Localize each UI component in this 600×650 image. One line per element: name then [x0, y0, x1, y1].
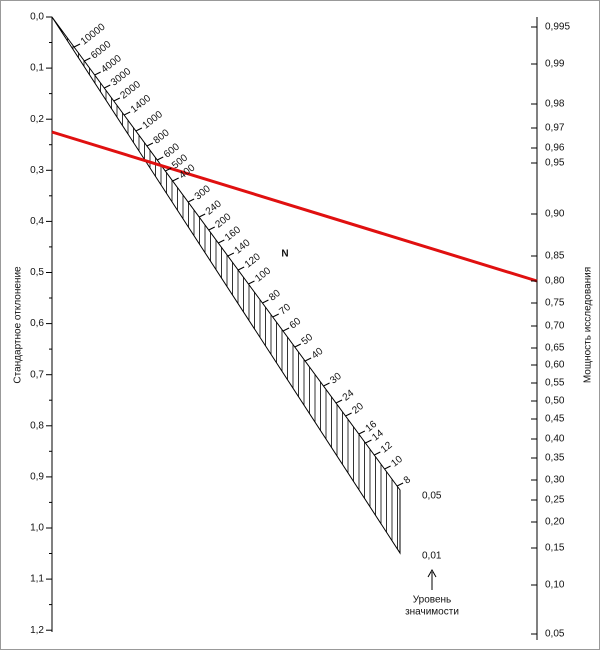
significance-title: значимости: [405, 607, 459, 618]
right-tick-label: 0,65: [545, 343, 565, 354]
hatching: [61, 30, 398, 550]
right-tick-label: 0,50: [545, 396, 565, 407]
right-tick-label: 0,95: [545, 158, 565, 169]
n-tick: [335, 399, 343, 404]
right-tick-label: 0,45: [545, 414, 565, 425]
right-tick-label: 0,98: [545, 99, 565, 110]
right-tick-label: 0,99: [545, 59, 565, 70]
right-tick-label: 0,75: [545, 298, 565, 309]
n-tick: [218, 239, 225, 244]
right-tick-label: 0,25: [545, 495, 565, 506]
right-tick-label: 0,85: [545, 251, 565, 262]
n-tick: [248, 280, 255, 285]
n-tick: [73, 43, 81, 48]
n-tick: [396, 482, 404, 487]
significance-level: 0,05: [422, 491, 442, 502]
n-tick: [165, 167, 172, 172]
n-tick: [262, 299, 269, 304]
example-line: [51, 130, 538, 283]
right-axis-title: Мощность исследования: [583, 267, 594, 383]
n-tick: [237, 266, 245, 271]
right-tick-label: 0,40: [545, 434, 565, 445]
left-tick-label: 1,2: [30, 625, 44, 636]
n-tick: [345, 412, 352, 417]
n-label: 8: [402, 474, 414, 486]
arrow: [427, 568, 437, 590]
right-tick-label: 0,96: [545, 143, 565, 154]
n-title: N: [281, 249, 288, 260]
n-tick: [272, 313, 279, 318]
left-tick-label: 0,5: [30, 267, 44, 278]
n-tick: [123, 111, 131, 116]
left-tick-label: 1,0: [30, 523, 44, 534]
n-tick: [304, 357, 312, 362]
n-tick: [104, 84, 111, 89]
left-tick-label: 0,3: [30, 165, 44, 176]
n-tick: [282, 327, 290, 332]
n-tick: [365, 439, 372, 444]
n-tick: [157, 156, 164, 161]
n-tick: [227, 252, 235, 257]
right-tick-label: 0,55: [545, 378, 565, 389]
left-tick-label: 0,1: [30, 63, 44, 74]
right-tick-label: 0,30: [545, 475, 565, 486]
left-tick-label: 1,1: [30, 574, 44, 585]
left-axis-title: Стандартное отклонение: [13, 266, 24, 384]
n-tick: [187, 198, 195, 203]
n-tick: [94, 71, 101, 76]
left-tick-label: 0,2: [30, 114, 44, 125]
left-tick-label: 0,6: [30, 318, 44, 329]
n-band: [51, 16, 401, 555]
n-tick: [146, 142, 154, 147]
n-tick: [172, 177, 179, 182]
right-tick-label: 0,90: [545, 209, 565, 220]
n-tick: [113, 97, 121, 102]
significance-level: 0,01: [422, 551, 442, 562]
right-tick-label: 0,70: [545, 321, 565, 332]
right-tick-label: 0,15: [545, 543, 565, 554]
n-tick: [358, 430, 366, 435]
right-tick-label: 0,60: [545, 360, 565, 371]
left-tick-label: 0,4: [30, 216, 44, 227]
left-tick-label: 0,8: [30, 420, 44, 431]
right-tick-label: 0,97: [545, 123, 565, 134]
left-tick-label: 0,7: [30, 369, 44, 380]
n-tick: [374, 451, 381, 456]
right-tick-label: 0,05: [545, 629, 565, 640]
right-tick-label: 0,10: [545, 580, 565, 591]
left-tick-label: 0,0: [30, 12, 44, 23]
n-tick: [198, 213, 206, 218]
n-tick: [135, 127, 143, 132]
right-tick-label: 0,20: [545, 517, 565, 528]
n-tick: [84, 57, 91, 62]
n-tick: [208, 226, 215, 231]
n-tick: [323, 382, 330, 387]
right-tick-label: 0,35: [545, 453, 565, 464]
n-tick: [294, 343, 302, 348]
n-tick: [384, 465, 391, 470]
right-tick-label: 0,995: [545, 22, 570, 33]
significance-title: Уровень: [413, 595, 452, 606]
right-tick-label: 0,80: [545, 276, 565, 287]
left-tick-label: 0,9: [30, 472, 44, 483]
